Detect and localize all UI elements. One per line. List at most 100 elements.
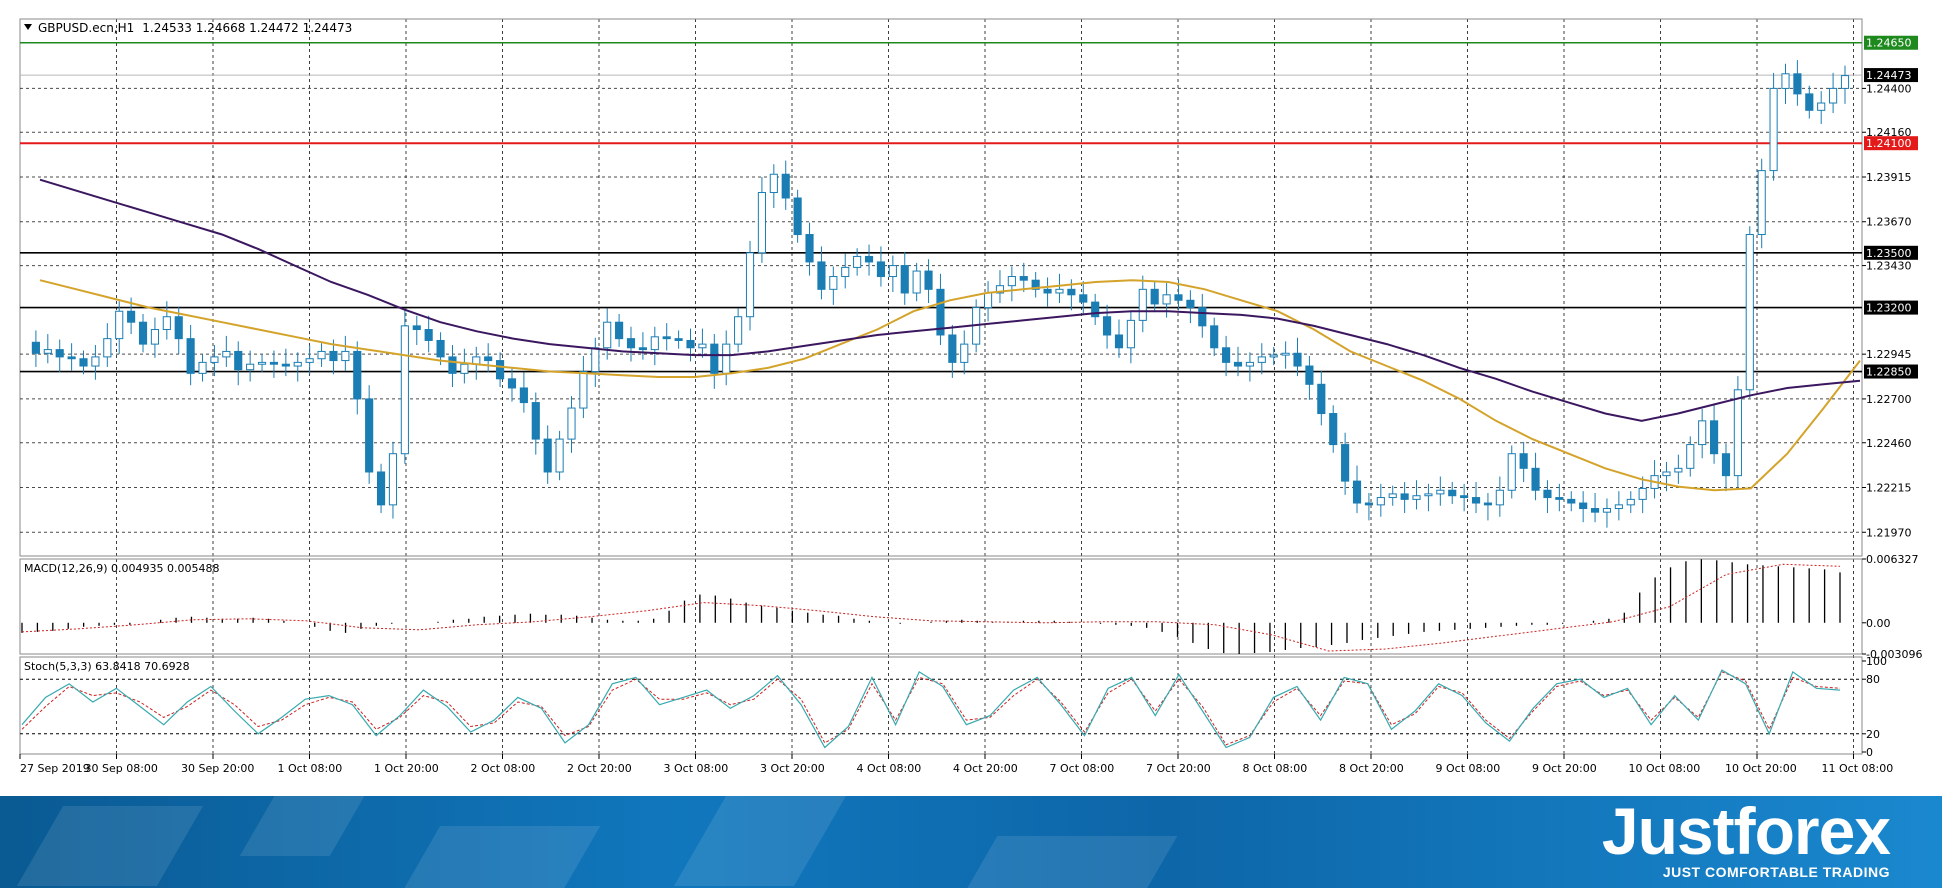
time-label: 2 Oct 20:00 [567,762,632,775]
candle [876,246,886,287]
candle [1757,158,1766,249]
candle [1007,266,1016,302]
candle [1233,346,1243,377]
price-axis: 1.24400 1.24160 1.23915 1.23670 1.23430 1.229… [1862,82,1912,539]
level-value: 1.24100 [1866,137,1912,150]
level-value: 1.24650 [1866,37,1912,50]
candle-body-down [1590,508,1600,513]
candle [829,266,838,305]
candle-body-down [1471,497,1481,504]
candle-body-down [1222,347,1231,363]
candle-body-up [567,407,576,440]
candle-body-down [365,398,374,473]
macd-axis-label: 0.006327 [1866,553,1919,566]
candle [1721,443,1731,492]
candle [519,372,528,413]
time-label: 7 Oct 20:00 [1146,762,1211,775]
candle [1269,346,1278,366]
candle [43,334,52,364]
candle [745,240,755,331]
level-badges: 1.24650 1.24473 1.24100 1.23500 1.23200 1.228… [1864,35,1918,379]
candle-body-up [757,192,766,254]
candle [365,385,374,484]
time-label: 7 Oct 08:00 [1050,762,1115,775]
candle-body-up [400,325,409,455]
candle [555,430,564,481]
candle [995,270,1005,304]
candle-body-up [103,338,112,358]
candle-body-down [936,288,945,336]
candle [1281,341,1290,369]
level-value: 1.22850 [1866,366,1912,379]
justforex-logo[interactable]: Justforex JUST COMFORTABLE TRADING [1602,796,1891,880]
candle-body-down [507,378,517,389]
time-label: 2 Oct 08:00 [471,762,536,775]
time-label: 11 Oct 08:00 [1822,762,1894,775]
candle [1710,405,1719,464]
candle-body-up [734,316,743,345]
stoch-axis-label: 20 [1866,728,1880,741]
candle-body-down [1341,444,1350,482]
candle [1543,480,1552,514]
candle [1245,352,1254,382]
candle-body-up [115,310,124,340]
candle-body-down [329,350,338,362]
candle [1079,281,1088,314]
candle [1781,63,1790,104]
candle [948,324,957,378]
candle-body-down [1531,467,1540,491]
candle [1519,441,1528,483]
level-badge [1864,364,1918,379]
stoch-label: Stoch(5,3,3) 63.8418 70.6928 [24,660,190,673]
candle [1507,445,1516,499]
level-value: 1.23500 [1866,247,1912,260]
horizontal-levels[interactable] [20,42,1862,373]
candle-body-down [436,339,445,358]
candle-body-down [127,310,136,323]
candle-body-up [293,361,302,367]
candle-body-up [222,350,231,358]
candle-body-down [948,334,957,363]
candle [353,341,362,415]
candle-body-up [912,270,921,294]
candle [1376,483,1385,517]
price-label: 1.22945 [1866,348,1912,361]
candle [864,244,874,276]
candle-body-up [1602,508,1612,513]
candle-body-down [543,438,552,473]
moving-averages [39,178,1861,492]
dropdown-triangle-icon[interactable] [24,24,32,30]
candle [1329,405,1338,453]
candle-body-up [829,276,838,290]
candle-body-up [591,347,600,373]
candle-body-down [900,265,909,294]
candle [1305,355,1314,400]
candle [210,345,219,377]
candle-body-down [531,402,540,440]
candle-body-down [484,356,493,362]
candle-body-up [650,336,659,351]
level-value: 1.23200 [1866,302,1912,315]
candle [1840,65,1850,104]
candle-body-down [1329,413,1338,446]
time-label: 8 Oct 20:00 [1339,762,1404,775]
candle [853,248,862,276]
candle-body-down [519,387,528,404]
candle [1091,293,1100,325]
stoch-axis-label: 0 [1866,746,1873,759]
candle [496,352,505,388]
macd-signal-path [21,563,1841,652]
candle [115,301,124,355]
candle-body-up [1781,73,1790,89]
candle-body-down [1721,453,1731,477]
candle [448,345,457,388]
stoch-axis-label: 100 [1866,655,1887,668]
candle [305,345,314,375]
level-badge [1864,136,1918,151]
candle-body-down [1519,453,1528,469]
candle [1436,476,1445,506]
candle [638,332,647,360]
candle [293,352,302,382]
candle [400,310,409,464]
